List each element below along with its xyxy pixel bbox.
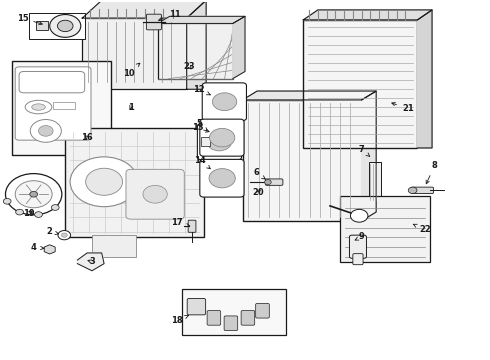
Bar — [92, 235, 136, 257]
Circle shape — [265, 180, 271, 185]
Circle shape — [350, 210, 368, 222]
Bar — [36, 21, 48, 30]
FancyBboxPatch shape — [188, 220, 196, 232]
Text: 5: 5 — [196, 118, 207, 131]
Text: 4: 4 — [31, 243, 44, 252]
Circle shape — [3, 198, 11, 204]
Polygon shape — [417, 10, 432, 148]
Text: 21: 21 — [392, 103, 414, 113]
Polygon shape — [158, 16, 245, 23]
Text: 3: 3 — [88, 257, 95, 266]
Polygon shape — [243, 91, 376, 100]
Circle shape — [57, 20, 73, 32]
Text: 16: 16 — [81, 133, 93, 142]
FancyBboxPatch shape — [187, 298, 206, 315]
Bar — [201, 137, 210, 146]
FancyBboxPatch shape — [200, 159, 244, 197]
Bar — [82, 18, 187, 89]
Polygon shape — [82, 0, 206, 18]
Text: 12: 12 — [193, 85, 210, 95]
Text: 9: 9 — [355, 233, 365, 242]
Polygon shape — [77, 253, 104, 271]
Polygon shape — [303, 10, 432, 20]
Circle shape — [58, 230, 71, 240]
Text: 2: 2 — [47, 227, 59, 236]
FancyBboxPatch shape — [266, 179, 283, 185]
Circle shape — [35, 212, 43, 217]
Circle shape — [207, 133, 231, 151]
FancyBboxPatch shape — [19, 72, 85, 93]
Bar — [243, 100, 362, 221]
Text: 22: 22 — [414, 224, 431, 234]
Text: 20: 20 — [253, 188, 265, 197]
Polygon shape — [233, 16, 245, 78]
Text: 8: 8 — [426, 161, 438, 184]
FancyBboxPatch shape — [241, 311, 255, 325]
Text: 18: 18 — [171, 315, 189, 325]
Circle shape — [5, 174, 62, 215]
Bar — [182, 288, 286, 335]
Bar — [303, 20, 417, 148]
Text: 14: 14 — [195, 156, 210, 169]
Circle shape — [51, 204, 59, 210]
FancyBboxPatch shape — [200, 119, 244, 156]
Text: 11: 11 — [159, 10, 180, 21]
FancyBboxPatch shape — [349, 235, 367, 258]
Bar — [158, 23, 233, 78]
Text: 7: 7 — [359, 145, 370, 156]
Circle shape — [16, 209, 24, 215]
Bar — [65, 129, 204, 237]
Circle shape — [86, 168, 122, 195]
FancyBboxPatch shape — [197, 124, 242, 160]
Circle shape — [408, 187, 417, 194]
Circle shape — [70, 157, 138, 207]
Bar — [29, 13, 85, 40]
Circle shape — [143, 185, 167, 203]
Bar — [53, 102, 75, 109]
Text: 13: 13 — [192, 123, 209, 132]
Circle shape — [210, 129, 235, 147]
Polygon shape — [187, 0, 206, 89]
Text: 15: 15 — [17, 14, 42, 25]
Circle shape — [213, 93, 237, 111]
FancyBboxPatch shape — [207, 311, 220, 325]
Circle shape — [30, 120, 61, 142]
FancyBboxPatch shape — [256, 303, 270, 318]
Circle shape — [39, 126, 53, 136]
FancyBboxPatch shape — [126, 169, 184, 219]
Circle shape — [15, 181, 52, 208]
Text: 1: 1 — [128, 103, 134, 112]
Bar — [12, 61, 111, 155]
FancyBboxPatch shape — [147, 14, 161, 30]
Text: 6: 6 — [253, 168, 265, 179]
Polygon shape — [362, 91, 376, 221]
Ellipse shape — [25, 100, 52, 114]
FancyBboxPatch shape — [353, 254, 363, 265]
Text: 10: 10 — [122, 63, 140, 78]
Bar — [340, 196, 430, 262]
Text: 23: 23 — [183, 62, 195, 71]
Circle shape — [49, 14, 81, 37]
FancyBboxPatch shape — [15, 67, 91, 140]
Circle shape — [209, 168, 235, 188]
FancyBboxPatch shape — [411, 187, 434, 194]
Circle shape — [61, 233, 67, 237]
FancyBboxPatch shape — [202, 83, 246, 121]
Text: 17: 17 — [171, 218, 190, 227]
Bar — [369, 162, 381, 201]
FancyBboxPatch shape — [224, 316, 238, 330]
Ellipse shape — [32, 104, 45, 110]
Text: 19: 19 — [23, 209, 35, 218]
Circle shape — [30, 192, 38, 197]
